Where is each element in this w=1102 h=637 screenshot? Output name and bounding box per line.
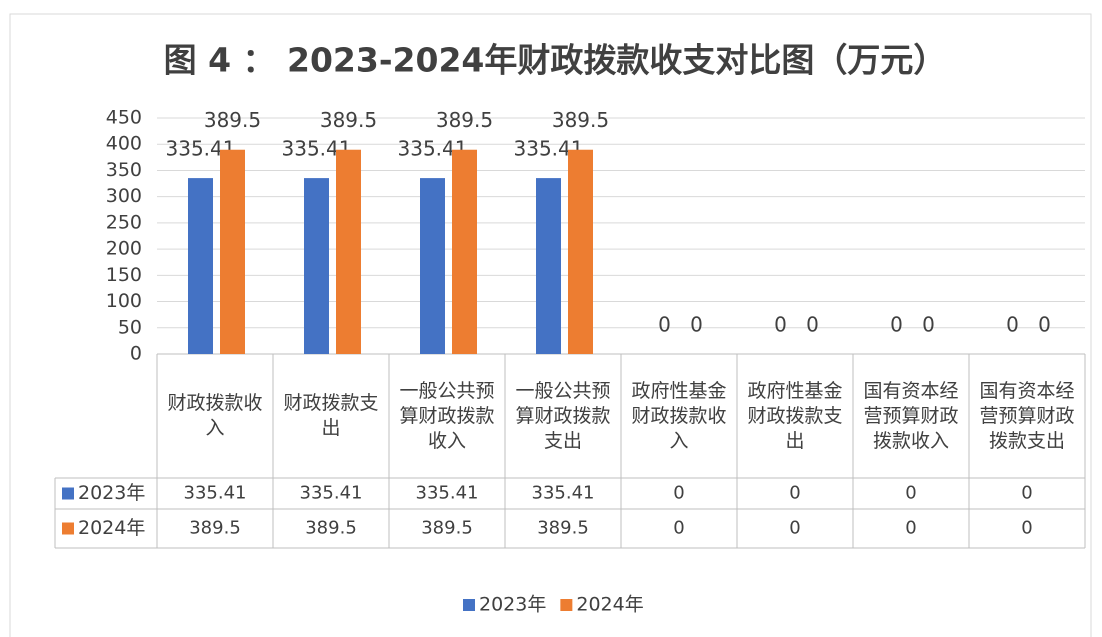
data-label: 0 (690, 313, 703, 337)
data-label: 0 (922, 313, 935, 337)
table-cell: 335.41 (416, 483, 479, 504)
x-tick-label: 政府性基金财政拨款收入 (631, 379, 727, 452)
x-tick-label: 国有资本经营预算财政拨款收入 (863, 379, 959, 452)
bar (188, 178, 213, 354)
table-cell: 389.5 (537, 518, 589, 539)
x-tick-label-box: 财政拨款支出 (283, 392, 379, 439)
data-label: 0 (658, 313, 671, 337)
x-tick-label: 财政拨款支出 (283, 392, 379, 439)
y-tick-label: 400 (106, 133, 142, 155)
data-label: 0 (1038, 313, 1051, 337)
bar (452, 149, 477, 354)
y-tick-label: 100 (106, 290, 142, 312)
x-tick-label-box: 财政拨款收入 (167, 392, 263, 439)
legend-label: 2024年 (576, 594, 643, 616)
x-tick-label: 国有资本经营预算财政拨款支出 (979, 379, 1075, 452)
table-row-header: 2024年 (78, 517, 145, 539)
data-label: 0 (806, 313, 819, 337)
x-tick-label: 一般公共预算财政拨款收入 (399, 379, 495, 452)
table-cell: 0 (789, 518, 800, 539)
y-tick-label: 450 (106, 107, 142, 129)
y-tick-label: 150 (106, 264, 142, 286)
data-label: 0 (890, 313, 903, 337)
table-cell: 335.41 (300, 483, 363, 504)
bar (220, 149, 245, 354)
x-tick-label: 政府性基金财政拨款支出 (747, 379, 843, 452)
table-cell: 0 (673, 518, 684, 539)
data-label: 0 (774, 313, 787, 337)
y-tick-label: 250 (106, 211, 142, 233)
x-tick-label-box: 一般公共预算财政拨款收入 (399, 379, 495, 452)
table-cell: 0 (905, 518, 916, 539)
x-tick-label-box: 政府性基金财政拨款支出 (747, 379, 843, 452)
y-tick-label: 350 (106, 159, 142, 181)
bar (536, 178, 561, 354)
legend-key (62, 487, 74, 500)
legend-key (62, 522, 74, 535)
table-cell: 0 (789, 483, 800, 504)
table-cell: 335.41 (184, 483, 247, 504)
y-tick-label: 0 (130, 343, 142, 365)
data-label: 389.5 (436, 108, 493, 132)
x-tick-label-box: 一般公共预算财政拨款支出 (515, 379, 611, 452)
x-tick-label-box: 政府性基金财政拨款收入 (631, 379, 727, 452)
chart-title: 图 4 ： 2023-2024年财政拨款收支对比图（万元） (164, 41, 947, 80)
bar (336, 149, 361, 354)
table-cell: 0 (905, 483, 916, 504)
table-cell: 0 (1021, 518, 1032, 539)
table-cell: 389.5 (189, 518, 241, 539)
legend-key (560, 599, 573, 611)
table-cell: 389.5 (305, 518, 357, 539)
y-tick-label: 50 (118, 316, 142, 338)
y-tick-label: 200 (106, 238, 142, 260)
x-tick-label-box: 国有资本经营预算财政拨款支出 (979, 379, 1075, 452)
legend-label: 2023年 (479, 594, 546, 616)
data-label: 389.5 (204, 108, 261, 132)
data-label: 389.5 (320, 108, 377, 132)
bar (568, 149, 593, 354)
legend-key (463, 599, 475, 611)
table-row-header: 2023年 (78, 482, 145, 504)
table-cell: 335.41 (532, 483, 595, 504)
data-label: 389.5 (552, 108, 609, 132)
x-tick-label-box: 国有资本经营预算财政拨款收入 (863, 379, 959, 452)
table-cell: 389.5 (421, 518, 473, 539)
x-tick-label: 财政拨款收入 (167, 392, 263, 439)
table-cell: 0 (1021, 483, 1032, 504)
table-cell: 0 (673, 483, 684, 504)
y-tick-label: 300 (106, 185, 142, 207)
bar (420, 178, 445, 354)
data-label: 0 (1006, 313, 1019, 337)
bar (304, 178, 329, 354)
x-tick-label: 一般公共预算财政拨款支出 (515, 379, 611, 452)
